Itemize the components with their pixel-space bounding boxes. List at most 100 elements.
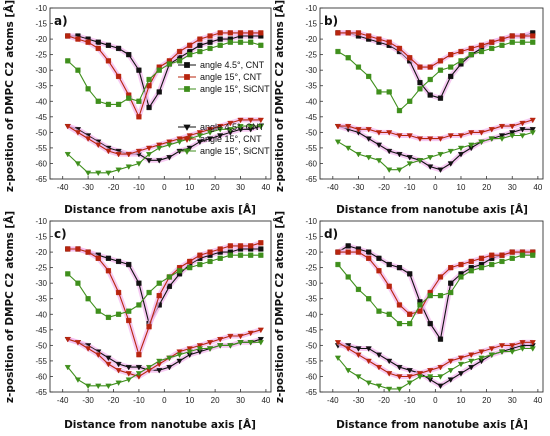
data-point [489, 39, 495, 45]
data-point [84, 383, 92, 390]
data-point [457, 355, 465, 362]
data-point [478, 255, 485, 261]
data-point [499, 36, 505, 42]
data-point [207, 39, 213, 45]
data-point [166, 283, 172, 289]
y-tick-label: -45 [305, 113, 317, 122]
data-point [458, 48, 464, 55]
data-point [105, 355, 112, 362]
data-point [176, 358, 183, 365]
x-tick-label: -30 [353, 396, 365, 405]
data-point [530, 252, 536, 258]
y-tick-label: -65 [305, 388, 317, 397]
y-tick-label: -55 [35, 144, 47, 153]
data-point [146, 289, 152, 296]
x-tick-label: 0 [433, 183, 438, 192]
y-tick-label: -55 [35, 357, 47, 366]
data-point [217, 255, 223, 261]
panel-d-frame [319, 220, 544, 393]
y-tick-label: -20 [305, 248, 317, 257]
legend-label: angle 15°, SiCNT [200, 84, 270, 94]
data-point [355, 352, 362, 358]
data-point [115, 101, 122, 107]
data-point [417, 80, 423, 86]
data-point [115, 73, 122, 79]
data-point [197, 36, 203, 42]
data-point [227, 120, 234, 127]
panel-a-label: a) [54, 14, 68, 28]
data-point [365, 127, 372, 133]
x-tick-label: -30 [82, 396, 94, 405]
data-point [468, 45, 474, 52]
data-point [64, 365, 71, 371]
data-point [247, 340, 254, 346]
data-point [447, 368, 454, 374]
data-point [406, 380, 413, 386]
y-tick-label: -50 [35, 128, 47, 137]
data-point [136, 280, 142, 286]
data-point [206, 340, 214, 346]
data-point [365, 346, 372, 352]
panel-c-frame [49, 220, 272, 393]
data-point [519, 346, 526, 352]
y-tick-label: -30 [305, 279, 317, 288]
data-point [166, 355, 173, 362]
data-point [447, 377, 454, 383]
data-point [207, 33, 213, 39]
data-point [217, 343, 224, 349]
data-point [457, 371, 465, 377]
panel-b-plot: -40 -30 -20 -10 0 10 20 30 40 -10 -15 -20 -25 -30 -35 -… [305, 4, 542, 192]
data-point [437, 293, 444, 299]
data-point [74, 377, 82, 383]
data-point [176, 268, 183, 274]
data-point [85, 39, 91, 45]
data-point [125, 365, 132, 371]
data-point [437, 152, 444, 158]
data-point [478, 139, 485, 145]
panel-b-frame [319, 7, 544, 180]
data-point [417, 64, 423, 70]
y-tick-label: -35 [35, 295, 47, 304]
data-point [530, 33, 536, 39]
data-point [217, 42, 223, 48]
data-point [355, 374, 362, 380]
data-point [105, 255, 112, 261]
data-point [478, 42, 485, 48]
data-point [386, 386, 393, 393]
data-point [355, 286, 362, 292]
data-point [227, 243, 233, 249]
x-tick-label: 40 [261, 183, 270, 192]
data-point [407, 321, 413, 327]
data-point [186, 133, 193, 139]
data-point [115, 45, 122, 52]
data-point [196, 133, 203, 139]
data-point [136, 98, 142, 104]
data-point [437, 95, 444, 101]
data-point [145, 158, 153, 164]
data-point [396, 302, 403, 308]
y-tick-label: -35 [305, 295, 317, 304]
data-point [237, 252, 244, 258]
data-point [416, 371, 424, 377]
data-point [135, 371, 143, 377]
data-point [406, 368, 413, 374]
data-point [207, 258, 213, 265]
data-point [166, 142, 173, 149]
data-point [75, 246, 81, 252]
data-point [156, 89, 162, 95]
data-point [217, 337, 224, 343]
data-point [125, 164, 132, 170]
data-point [416, 374, 424, 380]
series-line [67, 329, 261, 378]
x-tick-label: 0 [162, 396, 167, 405]
data-point [499, 42, 505, 48]
data-point [468, 352, 475, 358]
y-tick-label: -25 [35, 264, 47, 273]
data-point [498, 349, 506, 355]
y-tick-label: -25 [305, 51, 317, 60]
data-point [416, 136, 424, 142]
data-point [427, 321, 433, 327]
legend-label: angle 4.5°, CNT [200, 122, 265, 132]
data-point [345, 274, 351, 280]
data-point [85, 296, 91, 302]
